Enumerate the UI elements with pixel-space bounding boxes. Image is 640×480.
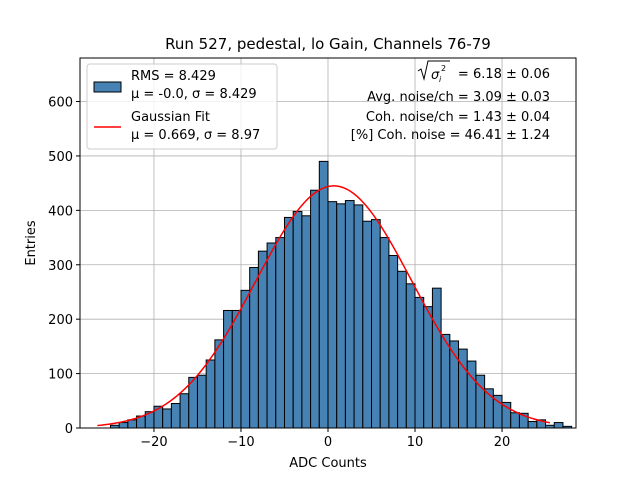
histogram-bar [205,359,216,429]
histogram-bar [301,215,312,429]
histogram-bar [179,393,190,429]
sigma-symbol: σ [431,68,440,83]
histogram-bar [353,204,364,429]
histogram-bar [162,408,172,429]
sqrt-symbol [417,60,450,81]
histogram-bar [223,309,233,429]
histogram-bar [310,189,320,429]
legend-fit-label: Gaussian Fit [131,110,210,125]
y-tick-label: 200 [48,313,73,328]
histogram-bar [257,250,268,429]
legend-rms-stats: μ = -0.0, σ = 8.429 [131,87,257,102]
legend-bar-swatch [93,81,122,93]
histogram-bar [388,255,399,429]
sqrt-sigma-value: = 6.18 ± 0.06 [454,67,550,82]
histogram-bar [292,210,303,429]
sigma-superscript: 2 [441,64,446,73]
histogram-bar [240,289,251,429]
chart-title: Run 527, pedestal, lo Gain, Channels 76-… [165,35,491,53]
x-tick-label: 10 [407,435,424,450]
gaussian-fit [97,185,551,427]
y-tick-label: 400 [48,204,73,219]
histogram-bar [127,419,138,429]
sqrt-sigma-annotation: σ i 2 = 6.18 ± 0.06 [417,60,550,84]
y-tick-label: 0 [65,422,73,437]
histogram-bar [318,160,329,429]
fit-curve [97,185,551,427]
histogram-bars [109,160,573,429]
histogram-bar [283,216,294,429]
histogram-bar [527,420,538,429]
x-axis-label: ADC Counts [289,456,367,471]
coherent-noise-percent: [%] Coh. noise = 46.41 ± 1.24 [351,128,550,143]
histogram-bar [170,403,181,429]
histogram-bar [379,237,390,429]
histogram-bar [336,203,346,429]
histogram-bar [266,242,277,429]
y-tick-label: 600 [48,96,73,111]
histogram-bar [414,296,425,429]
x-axis-ticks: −20 −10 0 10 20 [140,428,510,450]
x-tick-label: 0 [324,435,332,450]
histogram-bar [553,422,564,429]
x-tick-label: −10 [227,435,254,450]
histogram-bar [196,374,207,429]
histogram-bar [362,220,373,429]
x-tick-label: −20 [140,435,167,450]
histogram-bar [440,333,451,429]
histogram-bar [466,360,477,429]
histogram-bar [492,394,503,429]
histogram-bar [327,201,338,429]
y-tick-label: 500 [48,150,73,165]
histogram-bar [423,306,433,429]
x-tick-label: 20 [494,435,511,450]
legend-box [86,63,278,150]
y-tick-label: 300 [48,259,73,274]
histogram-bar [397,270,407,429]
histogram-bar [371,219,381,429]
svg-text:σ: σ [431,68,440,83]
histogram-bar [118,422,129,429]
histogram-bar [431,287,442,429]
sigma-subscript: i [439,75,442,84]
histogram-bar [275,237,285,429]
y-axis-ticks: 0 100 200 300 400 500 600 [48,96,80,437]
histogram-bar [405,283,416,429]
y-axis-label: Entries [24,220,39,266]
coherent-noise-per-channel: Coh. noise/ch = 1.43 ± 0.04 [366,110,550,125]
legend-rms-label: RMS = 8.429 [131,69,216,84]
y-tick-label: 100 [48,368,73,383]
noise-annotations: σ i 2 = 6.18 ± 0.06 Avg. noise/ch = 3.09… [351,60,550,143]
legend-fit-stats: μ = 0.669, σ = 8.97 [131,128,260,143]
histogram-bar [188,376,198,429]
histogram-bar [344,200,355,429]
legend: RMS = 8.429 μ = -0.0, σ = 8.429 Gaussian… [86,63,278,150]
histogram-bar [231,309,242,429]
histogram-bar [214,339,225,429]
histogram-bar [510,412,520,429]
avg-noise-per-channel: Avg. noise/ch = 3.09 ± 0.03 [367,90,550,105]
